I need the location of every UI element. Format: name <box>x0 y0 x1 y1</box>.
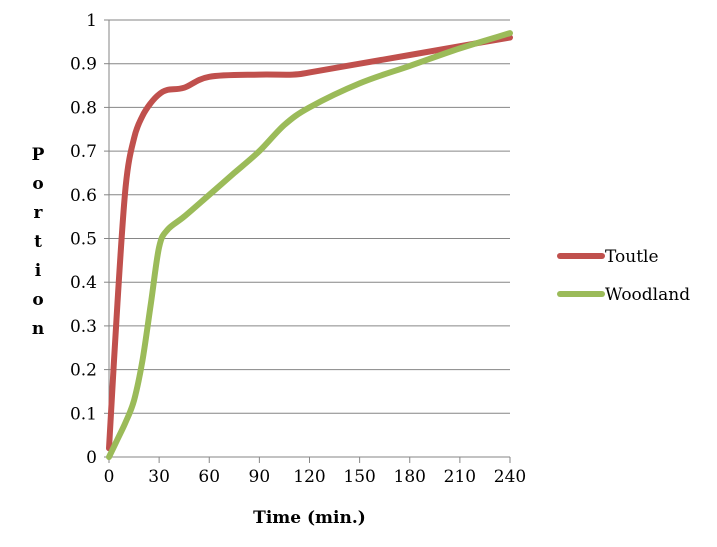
y-tick-label-2: 0.2 <box>70 361 97 381</box>
x-tick-labels: 0 30 60 90 120 150 180 210 240 <box>104 467 527 487</box>
y-tick-label-9: 0.9 <box>70 55 97 75</box>
y-axis-title-letter-5: o <box>32 290 43 310</box>
axes <box>104 19 511 463</box>
y-tick-label-8: 0.8 <box>70 98 97 118</box>
legend-label-toutle: Toutle <box>605 247 659 267</box>
y-axis-title-letter-1: o <box>32 174 43 194</box>
y-tick-label-1: 0.1 <box>70 404 97 424</box>
legend-label-woodland: Woodland <box>605 285 690 305</box>
x-tick-label-6: 180 <box>394 467 426 487</box>
y-tick-label-3: 0.3 <box>70 317 97 337</box>
y-tick-label-4: 0.4 <box>70 273 97 293</box>
y-axis-title-letter-3: t <box>34 232 42 252</box>
y-axis-title-letter-6: n <box>32 319 44 339</box>
x-tick-label-0: 0 <box>104 467 115 487</box>
y-tick-label-10: 1 <box>86 11 97 31</box>
y-axis-title-letter-2: r <box>34 203 44 223</box>
y-tick-labels: 0 0.1 0.2 0.3 0.4 0.5 0.6 0.7 0.8 0.9 1 <box>70 11 97 468</box>
x-tick-label-7: 210 <box>444 467 476 487</box>
x-tick-label-4: 120 <box>293 467 325 487</box>
y-axis-title-letter-4: i <box>35 261 42 281</box>
y-tick-label-7: 0.7 <box>70 142 97 162</box>
y-tick-label-6: 0.6 <box>70 186 97 206</box>
x-axis-title: Time (min.) <box>253 508 366 528</box>
x-tick-label-2: 60 <box>198 467 220 487</box>
x-tick-label-1: 30 <box>148 467 170 487</box>
gridlines <box>109 19 510 414</box>
x-tick-label-5: 150 <box>343 467 375 487</box>
x-tick-label-8: 240 <box>494 467 526 487</box>
y-tick-label-0: 0 <box>86 448 97 468</box>
y-axis-title-letter-0: P <box>32 145 45 165</box>
series-lines <box>106 30 513 460</box>
series-line-woodland <box>106 30 513 460</box>
y-tick-label-5: 0.5 <box>70 230 97 250</box>
x-tick-label-3: 90 <box>249 467 271 487</box>
series-line-toutle <box>106 34 513 452</box>
legend: Toutle Woodland <box>557 247 690 305</box>
